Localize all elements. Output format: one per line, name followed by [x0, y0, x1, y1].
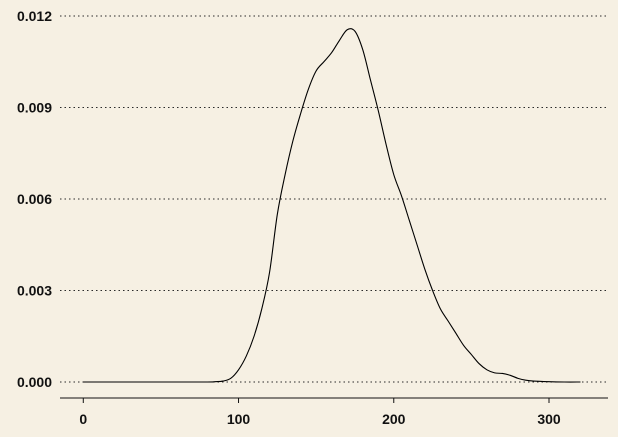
density-curve	[82, 28, 581, 383]
y-tick-label: 0.006	[17, 191, 52, 207]
x-axis	[60, 397, 608, 403]
y-tick-label: 0.000	[17, 374, 52, 390]
y-axis-labels: 0.000 0.003 0.006 0.009 0.012	[17, 8, 52, 390]
x-tick-label: 0	[79, 411, 87, 427]
x-tick-label: 300	[537, 411, 561, 427]
y-tick-label: 0.003	[17, 283, 52, 299]
x-tick-label: 100	[227, 411, 251, 427]
x-axis-labels: 0 100 200 300	[79, 411, 561, 427]
y-tick-label: 0.012	[17, 8, 52, 24]
y-tick-label: 0.009	[17, 100, 52, 116]
x-tick-label: 200	[382, 411, 406, 427]
series-layer	[82, 28, 581, 383]
grid-layer	[60, 15, 608, 383]
